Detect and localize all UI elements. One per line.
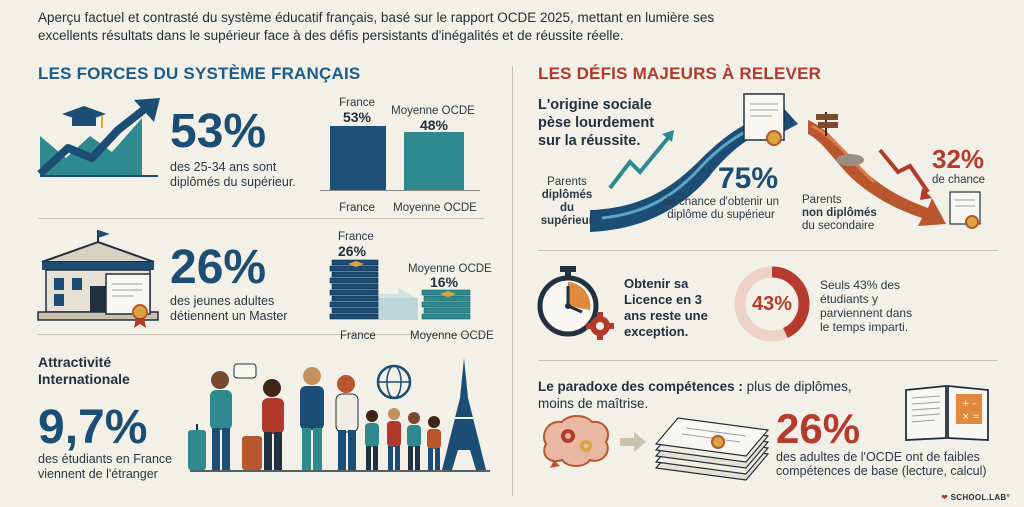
- bar-france-value: 53%: [342, 109, 372, 125]
- bar-oecd: [404, 132, 464, 190]
- stat-97-value: 9,7%: [38, 401, 148, 454]
- paradox-title: Le paradoxe des compétences : plus de di…: [538, 378, 878, 412]
- heart-icon: ❤: [941, 493, 949, 502]
- stat-53-caption: des 25-34 ans sont diplômés du supérieur…: [170, 160, 296, 189]
- bar-oecd-axis: Moyenne OCDE: [393, 202, 477, 214]
- down-value: 32%: [932, 144, 985, 174]
- paradox-title-bold: Le paradoxe des compétences :: [538, 379, 743, 394]
- intro-text: Aperçu factuel et contrasté du système é…: [38, 10, 715, 43]
- brand-name: SCHOOL.LAB°: [950, 493, 1010, 502]
- paradox-caption: des adultes de l'OCDE ont de faibles com…: [776, 450, 987, 478]
- origin-title: L'origine sociale pèse lourdement sur la…: [538, 97, 655, 149]
- parents-grad-line1: Parents: [547, 176, 587, 188]
- arrow-right-icon: [620, 432, 646, 452]
- parents-non-line3: du secondaire: [802, 220, 875, 232]
- stat-97-caption: des étudiants en France viennent de l'ét…: [38, 452, 173, 481]
- brand-logo: ❤ SCHOOL.LAB°: [941, 493, 1010, 502]
- paradox-value: 26%: [776, 405, 861, 452]
- diploma-icon: [105, 273, 151, 328]
- diploma-stacks-chart: [329, 259, 471, 320]
- stack-france-value: 26%: [338, 243, 367, 259]
- bar-france: [330, 126, 386, 190]
- right-divider-2: [538, 360, 998, 361]
- parents-non-line2: non diplômés: [802, 207, 877, 219]
- parents-grad-label: Parents diplômés du supérieur: [536, 176, 598, 228]
- down-caption: de chance: [932, 174, 986, 186]
- parents-grad-line2: diplômés du supérieur: [540, 189, 594, 227]
- attractivite-title: Attractivité Internationale: [38, 354, 130, 387]
- svg-text:× =: × =: [962, 412, 980, 422]
- bar-oecd-label: Moyenne OCDE: [391, 105, 475, 117]
- right-divider-1: [538, 250, 998, 251]
- social-origin-arrows: [590, 93, 981, 232]
- open-book-icon: + – × =: [905, 385, 989, 441]
- licence-caption: Seuls 43% des étudiants y parviennent da…: [820, 278, 913, 334]
- stat-26-master-caption: des jeunes adultes détiennent un Master: [170, 294, 288, 323]
- brain-gears-icon: [543, 415, 610, 468]
- left-divider-2: [38, 334, 484, 335]
- international-students-illustration: [188, 358, 490, 472]
- stack-france-axis: France: [340, 330, 376, 342]
- diploma-pile-icon: [654, 417, 770, 481]
- stack-oecd-axis: Moyenne OCDE: [410, 330, 494, 342]
- stopwatch-gear-icon: [537, 266, 614, 340]
- svg-text:+ –: + –: [962, 399, 977, 409]
- bar-baseline: [320, 190, 480, 191]
- up-caption: de chance d'obtenir un diplôme du supéri…: [662, 196, 779, 221]
- stat-26-master-value: 26%: [170, 241, 267, 294]
- stack-france-label: France: [338, 231, 374, 243]
- stack-oecd-label: Moyenne OCDE: [408, 263, 492, 275]
- licence-ring-chart: [734, 266, 810, 342]
- licence-ring-value: 43%: [751, 293, 793, 315]
- stack-oecd-value: 16%: [430, 274, 459, 290]
- vertical-divider: [512, 66, 513, 496]
- forces-heading: LES FORCES DU SYSTÈME FRANÇAIS: [38, 64, 361, 83]
- bar-oecd-value: 48%: [419, 117, 449, 133]
- paradox-title-rest: plus de diplômes, moins de maîtrise.: [538, 379, 852, 411]
- up-value: 75%: [718, 162, 779, 195]
- left-divider-1: [38, 218, 484, 219]
- parents-non-line1: Parents: [802, 194, 842, 206]
- bar-france-label: France: [339, 97, 375, 109]
- bar-france-axis: France: [339, 202, 375, 214]
- growth-chart-icon: [37, 98, 160, 177]
- licence-title: Obtenir sa Licence en 3 ans reste une ex…: [624, 276, 708, 339]
- parents-non-label: Parents non diplômés du secondaire: [802, 194, 892, 233]
- stat-53-value: 53%: [170, 105, 267, 158]
- defis-heading: LES DÉFIS MAJEURS À RELEVER: [538, 64, 822, 83]
